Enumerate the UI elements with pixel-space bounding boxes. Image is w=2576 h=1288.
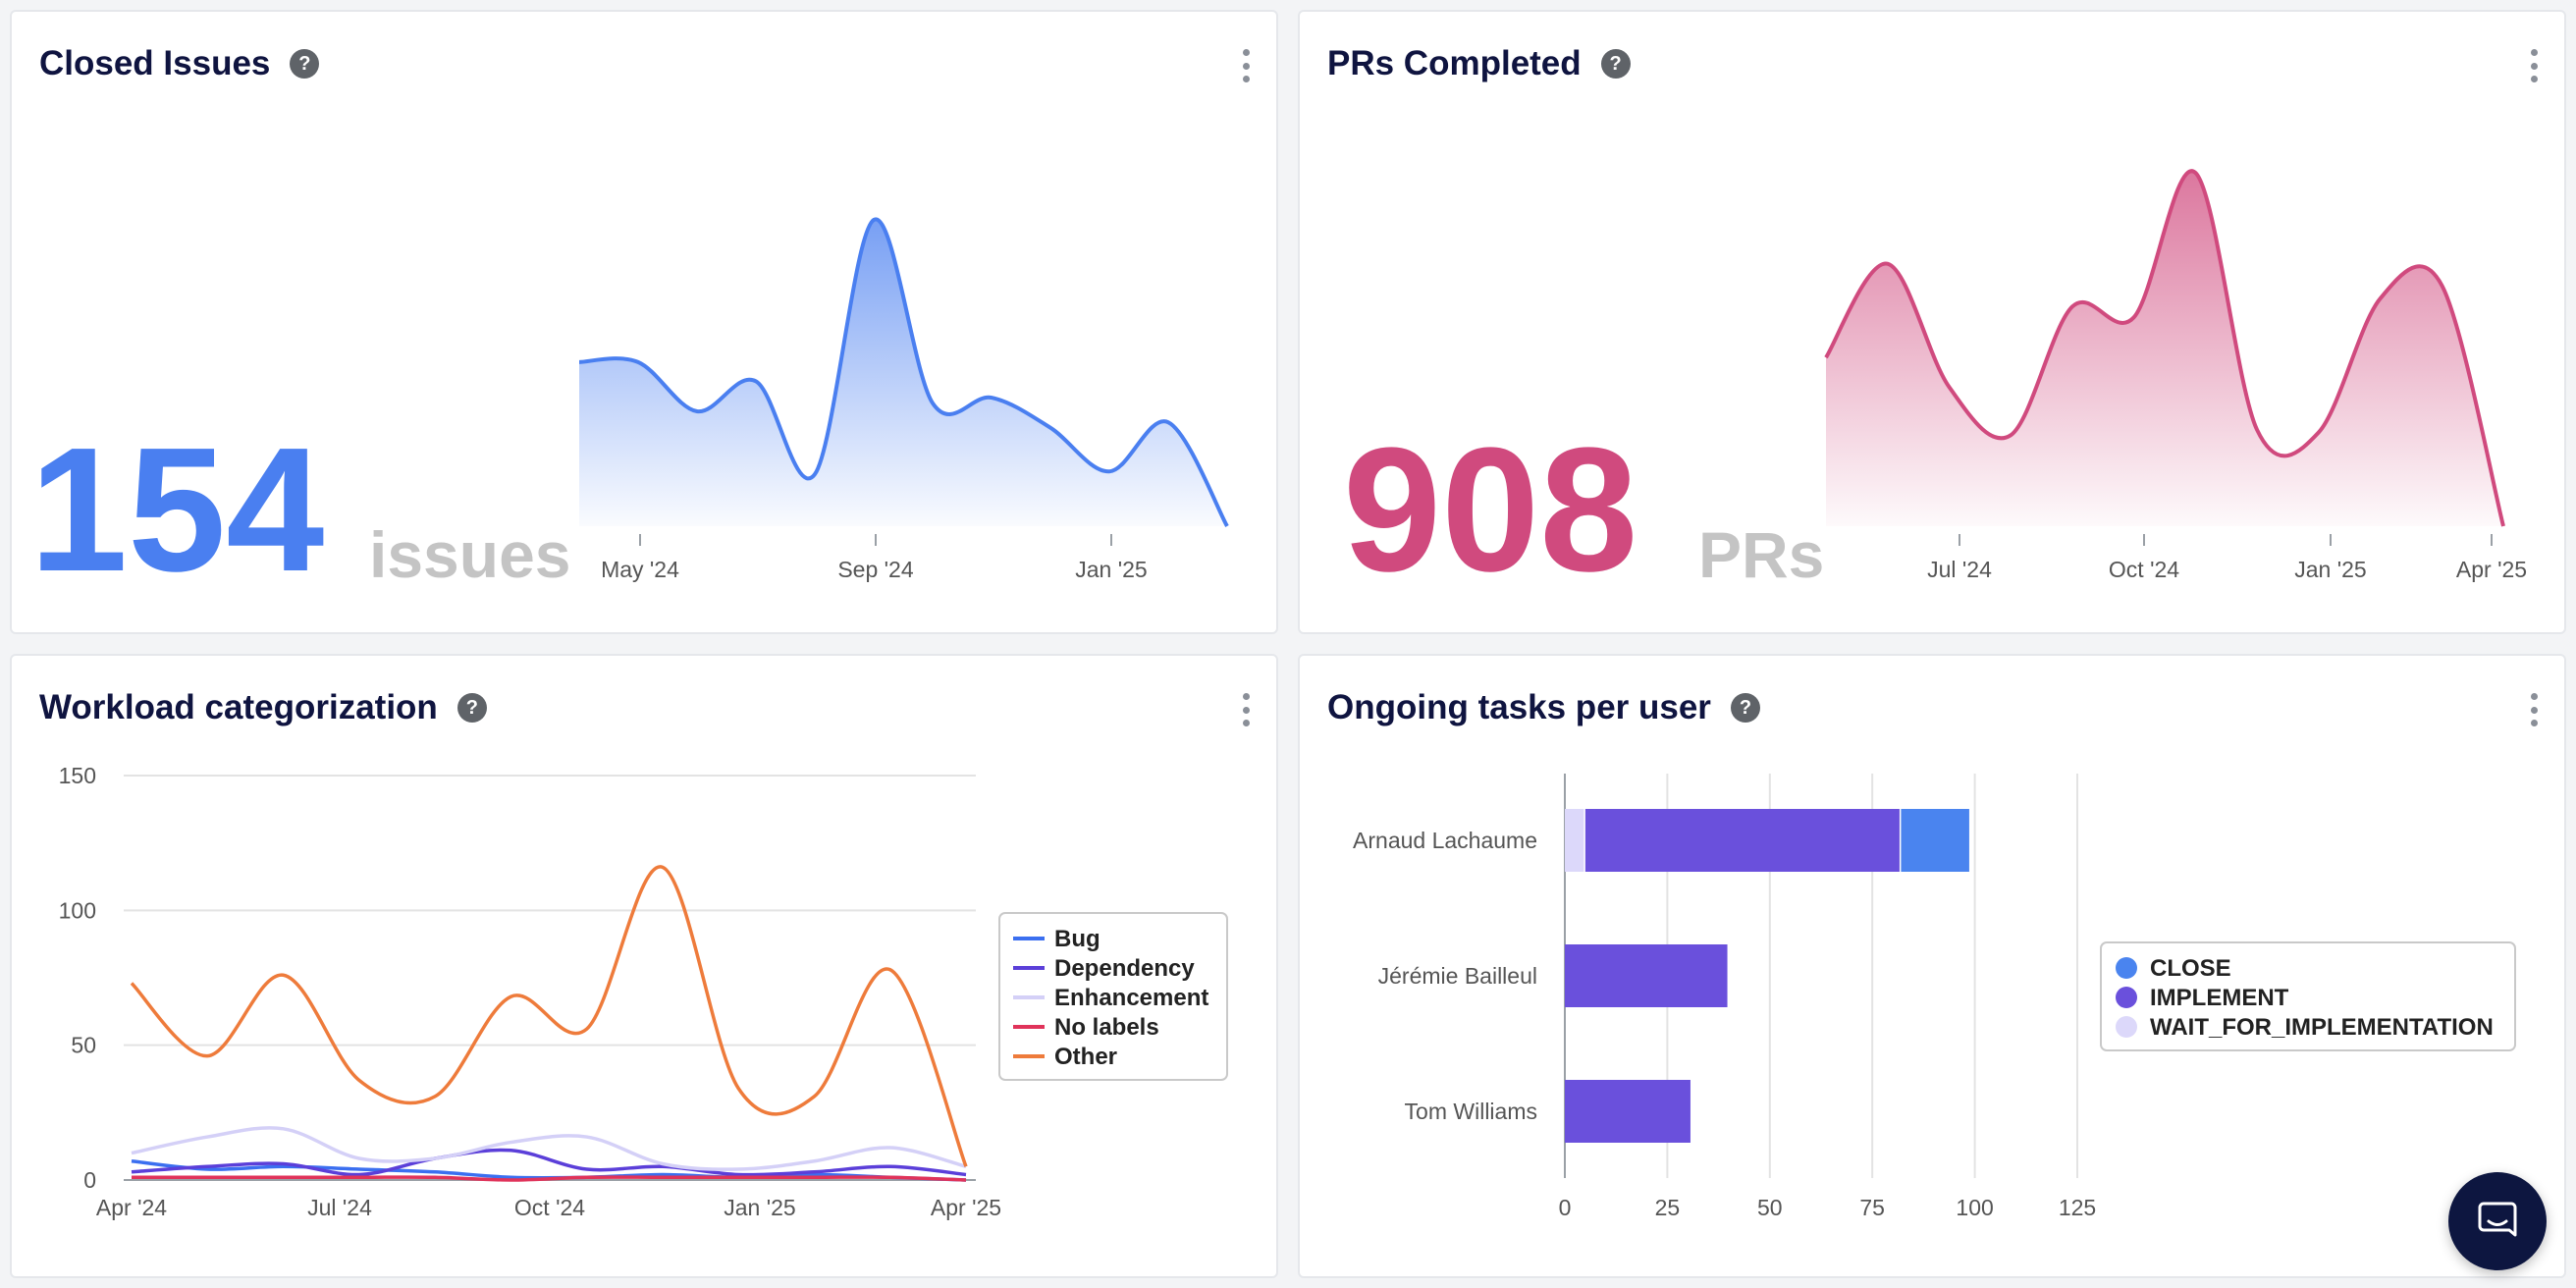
bar-segment-wait_for_implementation[interactable]: [1565, 809, 1584, 872]
series-line-no-labels: [131, 1175, 967, 1182]
chat-launcher-button[interactable]: [2448, 1172, 2547, 1270]
legend-label[interactable]: CLOSE: [2150, 955, 2231, 982]
x-tick-label: May '24: [601, 557, 679, 582]
workload-card: Workload categorization ? 150 100 50 0 Apr '…: [10, 654, 1278, 1278]
prs-completed-card: PRs Completed ? 908 PRs Jul '24 Oct '24 Ja…: [1298, 10, 2566, 634]
legend-swatch: [2116, 957, 2137, 979]
series-line-enhancement: [131, 1126, 967, 1171]
card-title: PRs Completed: [1327, 44, 1582, 82]
x-tick-label: 100: [1956, 1195, 1993, 1220]
closed-issues-unit: issues: [369, 518, 571, 591]
area-fill: [579, 219, 1227, 526]
category-label: Arnaud Lachaume: [1353, 828, 1537, 853]
x-tick-label: Jan '25: [724, 1195, 795, 1220]
x-tick-label: 50: [1757, 1195, 1783, 1220]
series-line-dependency: [131, 1148, 967, 1177]
card-title: Ongoing tasks per user: [1327, 688, 1711, 726]
prs-completed-sparkline: Jul '24 Oct '24 Jan '25 Apr '25: [1824, 169, 2527, 582]
legend-label[interactable]: No labels: [1054, 1014, 1159, 1041]
x-tick-label: Jan '25: [2294, 557, 2366, 582]
bar-segment-implement[interactable]: [1565, 1080, 1690, 1143]
y-tick-label: 100: [59, 897, 96, 923]
more-options-icon[interactable]: [1241, 49, 1251, 82]
more-options-icon[interactable]: [1241, 693, 1251, 726]
x-tick-label: 125: [2059, 1195, 2096, 1220]
chat-icon: [2478, 1202, 2517, 1237]
category-label: Tom Williams: [1405, 1099, 1537, 1124]
help-icon[interactable]: ?: [1730, 693, 1760, 723]
legend-label[interactable]: Enhancement: [1054, 985, 1208, 1011]
card-header: Workload categorization ?: [39, 685, 487, 730]
series-line-other: [130, 865, 968, 1167]
help-icon[interactable]: ?: [456, 693, 487, 723]
legend: CLOSE IMPLEMENT WAIT_FOR_IMPLEMENTATION: [2100, 941, 2516, 1051]
x-tick-label: Oct '24: [514, 1195, 585, 1220]
closed-issues-card: Closed Issues ? 154 issues May '24 Sep '2…: [10, 10, 1278, 634]
y-tick-label: 0: [83, 1167, 96, 1193]
series-line: [578, 217, 1229, 527]
card-title: Closed Issues: [39, 44, 271, 82]
series-line: [1824, 169, 2505, 527]
x-tick-label: Apr '25: [931, 1195, 1001, 1220]
ongoing-tasks-bar-chart: 0 25 50 75 100 125 Arnaud Lachaume Jérémie Bail…: [1353, 774, 2516, 1220]
closed-issues-sparkline: May '24 Sep '24 Jan '25: [578, 217, 1229, 582]
y-tick-label: 150: [59, 763, 96, 788]
x-tick-label: Jan '25: [1075, 557, 1147, 582]
help-icon[interactable]: ?: [290, 49, 320, 79]
legend-label[interactable]: IMPLEMENT: [2150, 985, 2289, 1011]
legend-label[interactable]: WAIT_FOR_IMPLEMENTATION: [2150, 1014, 2494, 1041]
bar-segment-close[interactable]: [1901, 809, 1969, 872]
card-title: Workload categorization: [39, 688, 438, 726]
card-header: Ongoing tasks per user ?: [1327, 685, 1760, 730]
category-label: Jérémie Bailleul: [1378, 963, 1537, 989]
more-options-icon[interactable]: [2529, 49, 2539, 82]
prs-completed-count: 908: [1343, 411, 1638, 609]
legend-swatch: [2116, 1016, 2137, 1038]
closed-issues-count: 154: [29, 411, 325, 609]
more-options-icon[interactable]: [2529, 693, 2539, 726]
x-tick-label: 75: [1859, 1195, 1885, 1220]
x-tick-label: 25: [1655, 1195, 1681, 1220]
prs-completed-unit: PRs: [1698, 518, 1825, 591]
x-tick-label: 0: [1559, 1195, 1572, 1220]
legend-swatch: [2116, 987, 2137, 1008]
bar-segment-implement[interactable]: [1565, 944, 1728, 1007]
bar-segment-implement[interactable]: [1584, 809, 1900, 872]
x-tick-label: Sep '24: [837, 557, 913, 582]
legend: Bug Dependency Enhancement No labels Other: [998, 912, 1228, 1081]
x-tick-label: Oct '24: [2109, 557, 2179, 582]
x-tick-label: Jul '24: [1927, 557, 1992, 582]
legend-label[interactable]: Bug: [1054, 926, 1100, 952]
x-tick-label: Jul '24: [307, 1195, 372, 1220]
help-icon[interactable]: ?: [1600, 49, 1631, 79]
legend-label[interactable]: Dependency: [1054, 955, 1195, 982]
x-tick-label: Apr '25: [2456, 557, 2527, 582]
y-tick-label: 50: [71, 1033, 96, 1058]
x-tick-label: Apr '24: [96, 1195, 167, 1220]
card-header: Closed Issues ?: [39, 41, 320, 86]
ongoing-tasks-card: Ongoing tasks per user ? 0 25 50 75 100 125 Ar…: [1298, 654, 2566, 1278]
card-header: PRs Completed ?: [1327, 41, 1631, 86]
legend-label[interactable]: Other: [1054, 1044, 1117, 1070]
